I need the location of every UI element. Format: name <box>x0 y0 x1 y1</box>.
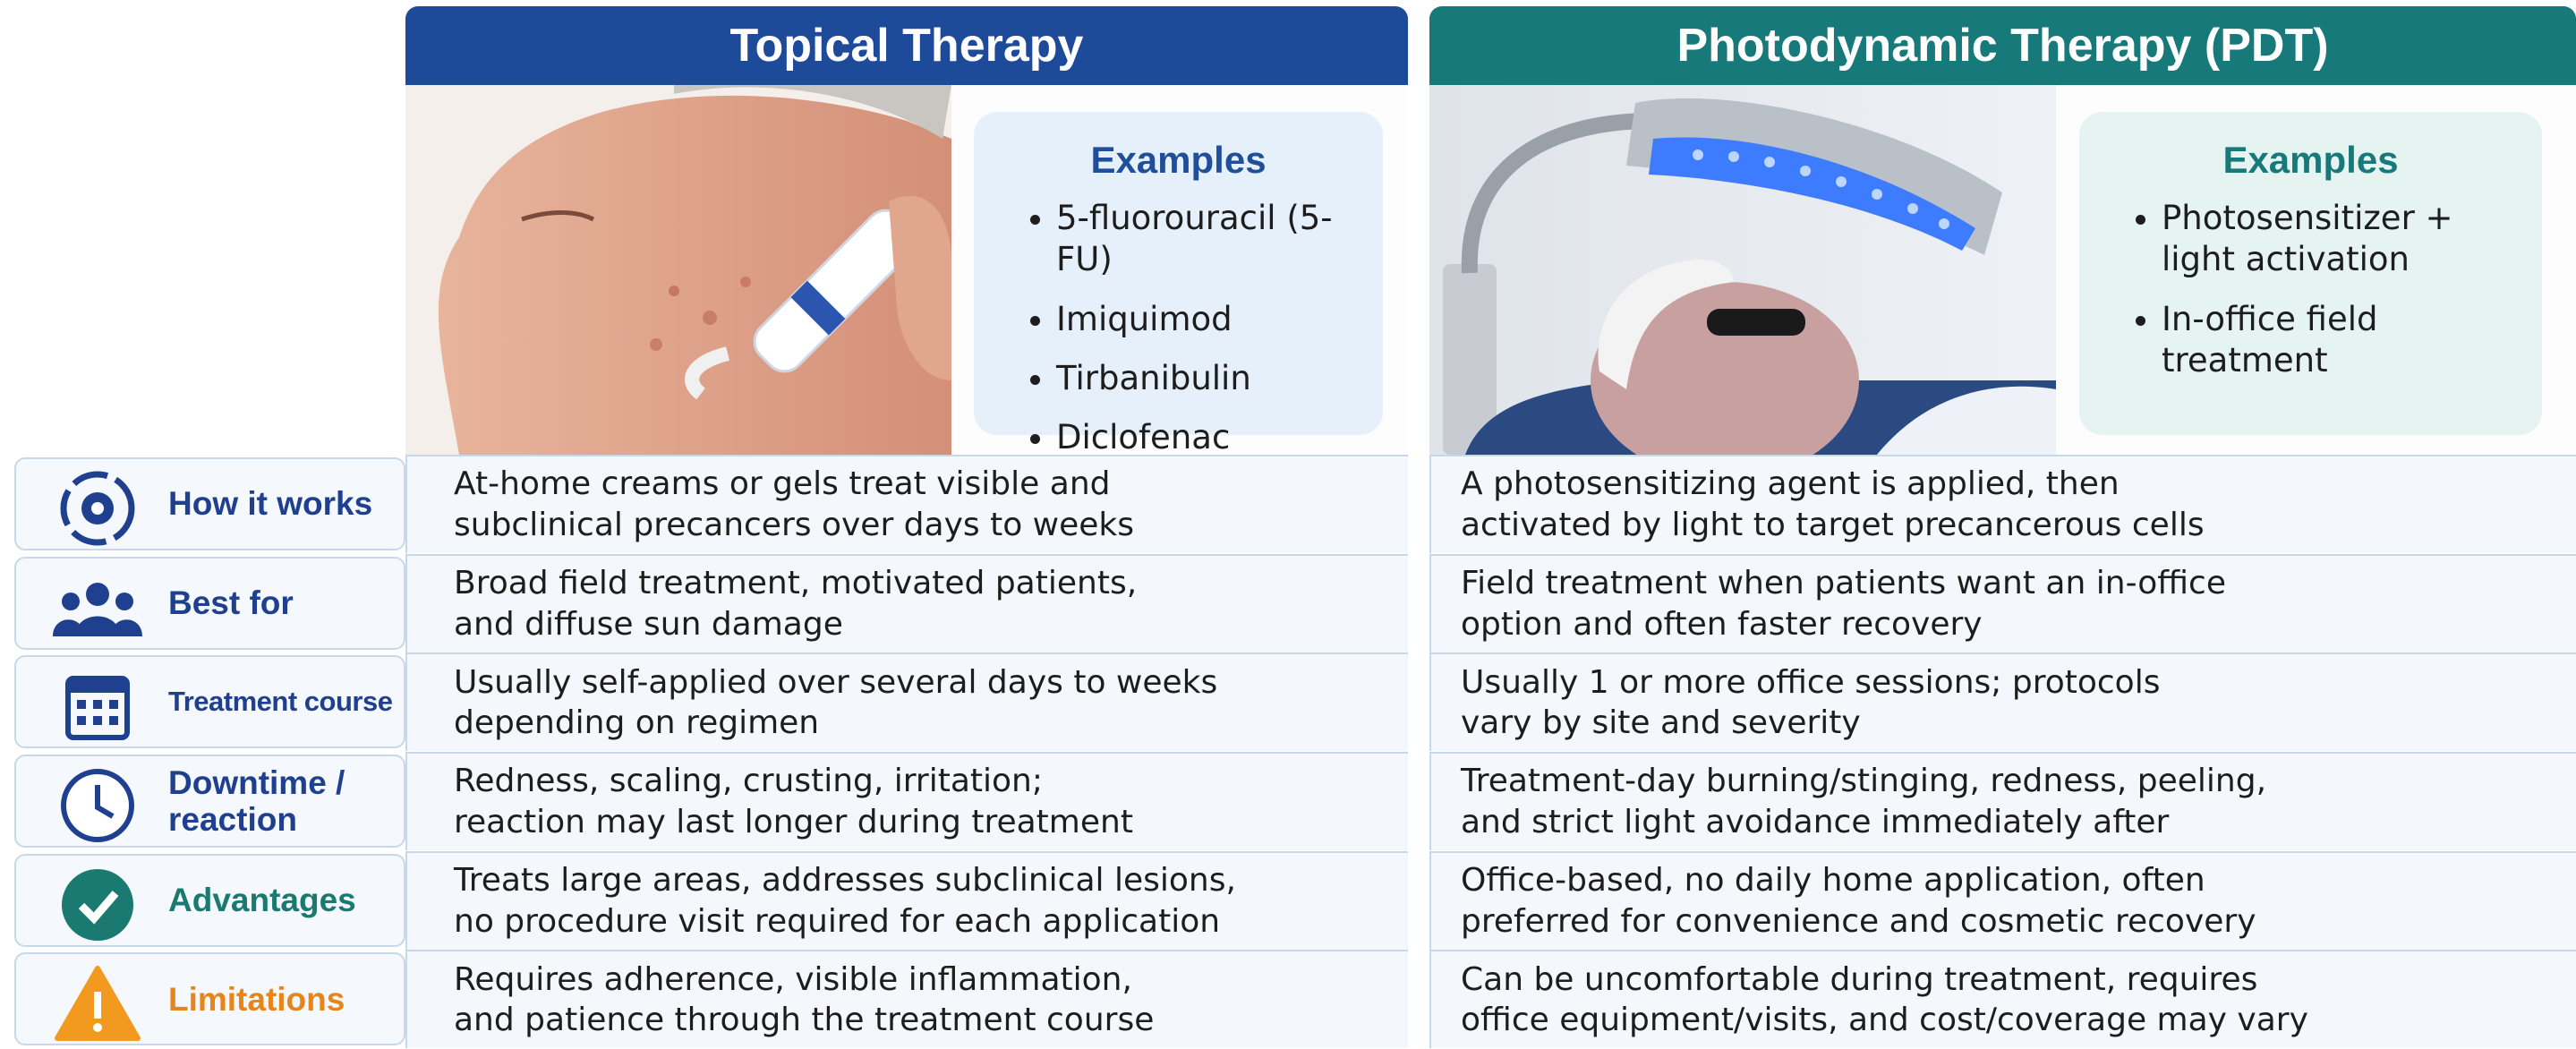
row-label-cell: Advantages <box>14 853 405 947</box>
table-row: Limitations Requires adherence, visible i… <box>0 950 2576 1049</box>
cell-text-line: depending on regimen <box>454 704 820 742</box>
topical-photo <box>405 85 951 455</box>
column-header: Topical Therapy <box>405 6 1408 85</box>
row-label-cell: Best for <box>14 556 405 650</box>
cell-text-line: and diffuse sun damage <box>454 605 843 643</box>
cell-text-line: option and often faster recovery <box>1461 605 1983 643</box>
cell-text-line: activated by light to target precancerou… <box>1461 507 2205 543</box>
row-label: Limitations <box>168 980 345 1018</box>
pdt-photo <box>1429 85 2056 455</box>
row-label-cell: Limitations <box>14 952 405 1046</box>
row-icon <box>55 966 141 1042</box>
cell-text-line: and patience through the treatment cours… <box>454 1002 1155 1039</box>
example-item: Diclofenac <box>1056 417 1347 458</box>
row-cell: Redness, scaling, crusting, irritation; r… <box>405 752 1408 850</box>
table-row: Treatment course Usually self-applied ove… <box>0 652 2576 752</box>
row-cell: Usually 1 or more office sessions; proto… <box>1429 652 2576 752</box>
row-cell: Requires adherence, visible inflammation… <box>405 950 1408 1049</box>
table-row: How it works At-home creams or gels treat… <box>0 455 2576 553</box>
row-cell: Can be uncomfortable during treatment, r… <box>1429 950 2576 1049</box>
row-label-cell: Treatment course <box>14 655 405 749</box>
row-cell: Treatment-day burning/stinging, redness,… <box>1429 752 2576 850</box>
row-label-cell: Downtime / reaction <box>14 755 405 848</box>
cell-text-line: Treats large areas, addresses subclinica… <box>454 861 1236 899</box>
row-label: Best for <box>168 584 294 621</box>
cell-text-line: subclinical precancers over days to week… <box>454 507 1135 543</box>
examples-box: Examples 5-fluorouracil (5-FU) Imiquimod T… <box>974 112 1383 456</box>
row-cell: Usually self-applied over several days t… <box>405 652 1408 752</box>
cell-text-line: Can be uncomfortable during treatment, r… <box>1461 960 2258 998</box>
row-label: Treatment course <box>168 685 393 717</box>
cell-text-line: Broad field treatment, motivated patient… <box>454 564 1138 601</box>
cell-text-line: Treatment-day burning/stinging, redness,… <box>1461 763 2267 800</box>
row-cell: Office-based, no daily home application,… <box>1429 850 2576 950</box>
cell-text-line: Requires adherence, visible inflammation… <box>454 960 1132 998</box>
table-row: Advantages Treats large areas, addresses … <box>0 850 2576 950</box>
example-item: Imiquimod <box>1056 299 1347 340</box>
cell-text-line: no procedure visit required for each app… <box>454 902 1221 940</box>
example-item: Photosensitizer + light activation <box>2162 198 2466 281</box>
examples-list: 5-fluorouracil (5-FU) Imiquimod Tirbanibul… <box>1010 198 1347 458</box>
cell-text-line: Office-based, no daily home application,… <box>1461 861 2205 899</box>
row-cell: Treats large areas, addresses subclinica… <box>405 850 1408 950</box>
cell-text-line: Redness, scaling, crusting, irritation; <box>454 763 1044 800</box>
row-icon <box>65 676 130 741</box>
cell-text-line: vary by site and severity <box>1461 704 1861 742</box>
cell-text-line: Field treatment when patients want an in… <box>1461 564 2226 601</box>
examples-box: Examples Photosensitizer + light activat… <box>2079 112 2542 435</box>
cell-text-line: preferred for convenience and cosmetic r… <box>1461 902 2256 940</box>
cell-text-line: A photosensitizing agent is applied, the… <box>1461 465 2120 503</box>
row-label: How it works <box>168 485 373 523</box>
row-label-cell: How it works <box>14 457 405 550</box>
example-item: 5-fluorouracil (5-FU) <box>1056 198 1347 281</box>
cell-text-line: office equipment/visits, and cost/covera… <box>1461 1002 2308 1039</box>
table-row: Downtime / reaction Redness, scaling, cru… <box>0 752 2576 850</box>
cell-text-line: and strict light avoidance immediately a… <box>1461 804 2170 840</box>
row-label: Advantages <box>168 881 356 918</box>
row-icon <box>60 471 135 546</box>
row-cell: At-home creams or gels treat visible and… <box>405 455 1408 553</box>
examples-title: Examples <box>2222 139 2399 181</box>
row-icon <box>61 769 134 842</box>
row-icon <box>62 868 133 941</box>
row-cell: Broad field treatment, motivated patient… <box>405 553 1408 652</box>
cell-text-line: Usually self-applied over several days t… <box>454 663 1218 701</box>
examples-list: Photosensitizer + light activation In-off… <box>2115 198 2466 381</box>
cell-text-line: At-home creams or gels treat visible and <box>454 465 1111 503</box>
examples-title: Examples <box>1090 139 1267 181</box>
cell-text-line: reaction may last longer during treatmen… <box>454 804 1133 840</box>
table-row: Best for Broad field treatment, motivated… <box>0 553 2576 652</box>
row-cell: Field treatment when patients want an in… <box>1429 553 2576 652</box>
row-label: Downtime / reaction <box>168 763 345 838</box>
row-icon <box>53 582 142 636</box>
cell-text-line: Usually 1 or more office sessions; proto… <box>1461 663 2161 701</box>
column-header: Photodynamic Therapy (PDT) <box>1429 6 2576 85</box>
row-cell: A photosensitizing agent is applied, the… <box>1429 455 2576 553</box>
example-item: In-office field treatment <box>2162 299 2466 382</box>
example-item: Tirbanibulin <box>1056 358 1347 399</box>
